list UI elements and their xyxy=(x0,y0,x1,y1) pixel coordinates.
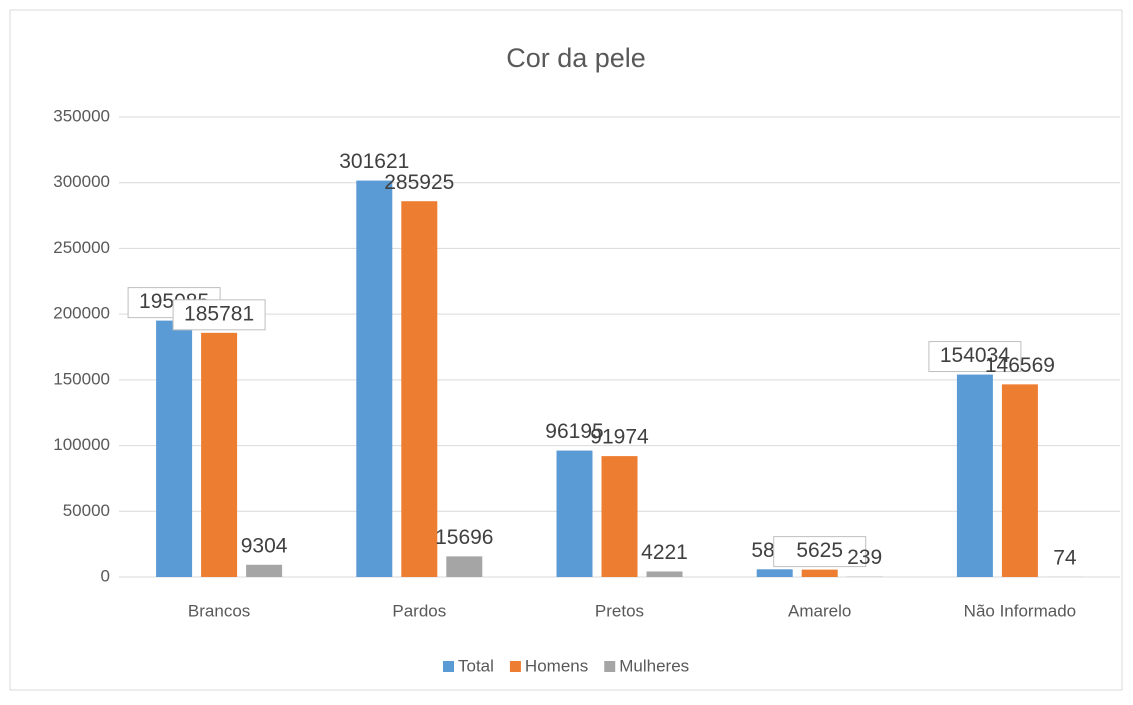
bar xyxy=(802,570,838,577)
bar xyxy=(957,375,993,577)
bar xyxy=(246,565,282,577)
data-label: 74 xyxy=(1053,546,1077,569)
bar xyxy=(1002,384,1038,577)
bar xyxy=(356,181,392,577)
legend-swatch xyxy=(510,661,521,672)
y-tick-label: 250000 xyxy=(53,238,110,257)
legend-swatch xyxy=(443,661,454,672)
legend-label: Total xyxy=(458,656,494,675)
legend-label: Mulheres xyxy=(619,656,689,675)
data-label: 91974 xyxy=(590,426,649,449)
y-tick-label: 200000 xyxy=(53,304,110,323)
x-tick-label: Não Informado xyxy=(964,601,1076,620)
bar xyxy=(557,451,593,577)
bar xyxy=(401,201,437,577)
bar xyxy=(446,556,482,577)
bar xyxy=(647,571,683,577)
y-tick-label: 150000 xyxy=(53,369,110,388)
data-label: 185781 xyxy=(184,302,254,325)
data-label: 9304 xyxy=(241,534,288,557)
bar xyxy=(201,333,237,577)
chart-title: Cor da pele xyxy=(506,43,646,73)
bar xyxy=(156,321,192,577)
data-label: 15696 xyxy=(435,526,493,549)
data-label: 146569 xyxy=(985,354,1055,377)
data-label: 301621 xyxy=(339,150,409,173)
x-tick-label: Pretos xyxy=(595,601,644,620)
legend-swatch xyxy=(604,661,615,672)
y-tick-label: 0 xyxy=(101,566,110,585)
x-tick-label: Brancos xyxy=(188,601,250,620)
bar xyxy=(602,456,638,577)
data-label: 239 xyxy=(847,546,882,569)
y-tick-label: 100000 xyxy=(53,435,110,454)
bar xyxy=(757,569,793,577)
data-label: 285925 xyxy=(384,171,454,194)
x-tick-label: Amarelo xyxy=(788,601,851,620)
y-tick-label: 350000 xyxy=(53,106,110,125)
legend-label: Homens xyxy=(525,656,588,675)
data-label: 5625 xyxy=(796,539,843,562)
y-tick-label: 300000 xyxy=(53,172,110,191)
x-tick-label: Pardos xyxy=(392,601,446,620)
data-label: 4221 xyxy=(641,541,688,564)
y-tick-label: 50000 xyxy=(63,501,110,520)
